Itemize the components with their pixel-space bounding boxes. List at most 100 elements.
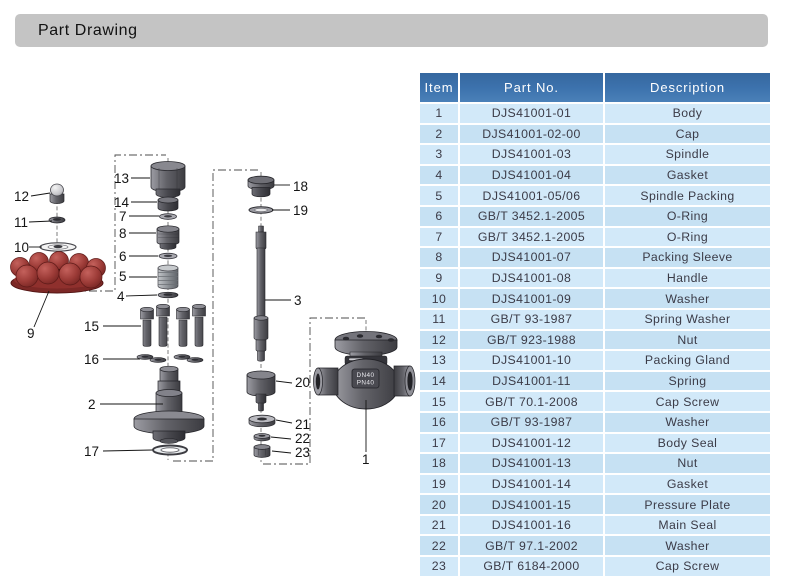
cell-item: 16 [420, 412, 458, 432]
callout-number: 3 [294, 293, 302, 308]
part-cap-2 [133, 365, 205, 444]
callout-number: 6 [119, 249, 127, 264]
cell-item: 15 [420, 392, 458, 411]
table-body: 1 DJS41001-01 Body 2 DJS41001-02-00 Cap 3 DJS41… [420, 104, 770, 576]
cell-description: Gasket [605, 165, 770, 185]
part-gasket-4 [157, 291, 179, 299]
part-packing-gland-13 [150, 161, 186, 198]
part-cap-screws-15 [140, 303, 206, 347]
part-oring-6 [158, 252, 178, 260]
cell-item: 22 [420, 536, 458, 556]
cell-item: 11 [420, 309, 458, 329]
cell-description: O-Ring [605, 227, 770, 247]
callout-number: 15 [84, 319, 99, 334]
callout-leader-line [28, 220, 53, 223]
assembly-chain-lines [57, 154, 366, 465]
cell-part-no: DJS41001-07 [460, 248, 603, 267]
cell-item: 6 [420, 206, 458, 226]
callout-number: 20 [295, 375, 310, 390]
cell-description: Cap Screw [605, 392, 770, 411]
callout-number: 1 [362, 452, 370, 467]
part-packing-sleeve-8 [156, 225, 180, 250]
cell-item: 5 [420, 186, 458, 205]
callout-number: 8 [119, 226, 127, 241]
callout-number: 22 [295, 431, 310, 446]
cell-part-no: GB/T 97.1-2002 [460, 536, 603, 556]
cell-item: 10 [420, 289, 458, 308]
cell-part-no: GB/T 93-1987 [460, 412, 603, 432]
cell-description: Gasket [605, 474, 770, 494]
cell-description: Spring [605, 371, 770, 391]
cell-description: Body Seal [605, 433, 770, 453]
part-spindle-packing-5 [157, 264, 179, 290]
cell-description: Pressure Plate [605, 495, 770, 514]
cell-description: Spindle Packing [605, 186, 770, 205]
part-main-seal-21 [248, 414, 276, 428]
cell-part-no: DJS41001-15 [460, 495, 603, 514]
cell-part-no: DJS41001-16 [460, 515, 603, 535]
cell-part-no: DJS41001-12 [460, 433, 603, 453]
column-header-description: Description [605, 73, 770, 102]
cell-part-no: DJS41001-02-00 [460, 124, 603, 144]
callout-number: 23 [295, 445, 310, 460]
valve-plate-line-1: DN40 [357, 372, 375, 379]
callout-number: 10 [14, 240, 29, 255]
cell-item: 14 [420, 371, 458, 391]
cell-item: 23 [420, 557, 458, 576]
callout-number: 2 [88, 397, 96, 412]
cell-description: Washer [605, 536, 770, 556]
cell-part-no: GB/T 93-1987 [460, 309, 603, 329]
cell-part-no: DJS41001-10 [460, 351, 603, 370]
callout-number: 7 [119, 209, 127, 224]
part-spring-washer-11 [48, 216, 66, 224]
exploded-view-drawing: DN40 PN40 12 11 10 9 13 14 7 8 6 5 4 15 16 2 17 18 19 3 20… [0, 60, 420, 581]
part-cap-screw-23 [253, 444, 271, 458]
callout-leader-line [125, 294, 158, 297]
cell-item: 21 [420, 515, 458, 535]
cell-item: 12 [420, 330, 458, 350]
title-bar: Part Drawing [15, 14, 768, 47]
callout-leader-line [271, 450, 292, 454]
cell-item: 7 [420, 227, 458, 247]
cell-item: 13 [420, 351, 458, 370]
cell-part-no: DJS41001-08 [460, 268, 603, 288]
callout-leader-line [275, 419, 293, 424]
valve-port-left [313, 367, 339, 396]
cell-item: 19 [420, 474, 458, 494]
callout-number: 21 [295, 417, 310, 432]
valve-port-right [393, 365, 416, 397]
cell-description: Washer [605, 289, 770, 308]
cell-description: Nut [605, 330, 770, 350]
callout-leader-line [33, 290, 50, 328]
callout-number: 9 [27, 326, 35, 341]
callout-number: 18 [293, 179, 308, 194]
part-body-seal-17 [152, 444, 188, 456]
part-pressure-plate-20 [246, 370, 276, 412]
spindle-stack [246, 175, 276, 458]
cell-item: 9 [420, 268, 458, 288]
cell-description: O-Ring [605, 206, 770, 226]
callout-number: 5 [119, 269, 127, 284]
part-oring-7 [159, 213, 177, 220]
cell-description: Packing Gland [605, 351, 770, 370]
page-title: Part Drawing [38, 21, 138, 39]
callout-number: 13 [114, 171, 129, 186]
part-spindle-3 [253, 225, 269, 362]
part-spring-14 [157, 196, 179, 212]
callout-leader-line [102, 449, 153, 452]
cell-part-no: GB/T 3452.1-2005 [460, 227, 603, 247]
cell-description: Main Seal [605, 515, 770, 535]
valve-body: DN40 PN40 [313, 331, 416, 410]
callout-number: 14 [114, 195, 130, 210]
cell-description: Packing Sleeve [605, 248, 770, 267]
cell-part-no: DJS41001-04 [460, 165, 603, 185]
cell-item: 3 [420, 145, 458, 164]
cell-part-no: DJS41001-13 [460, 454, 603, 473]
callout-number: 11 [14, 215, 28, 230]
cell-description: Spring Washer [605, 309, 770, 329]
column-header-item: Item [420, 73, 458, 102]
cell-item: 18 [420, 454, 458, 473]
cell-part-no: GB/T 6184-2000 [460, 557, 603, 576]
part-washer-10 [39, 242, 77, 252]
